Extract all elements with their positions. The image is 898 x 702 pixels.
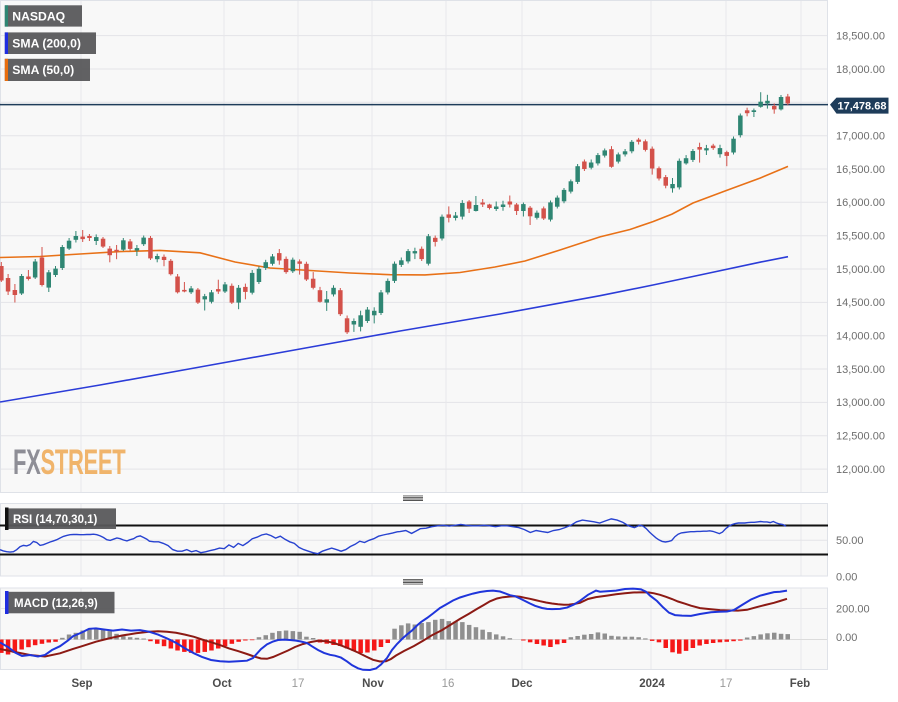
svg-text:2024: 2024	[639, 678, 665, 690]
svg-text:17: 17	[292, 678, 305, 690]
svg-text:0.00: 0.00	[836, 632, 857, 644]
svg-text:15,500.00: 15,500.00	[836, 231, 885, 243]
svg-text:13,500.00: 13,500.00	[836, 364, 885, 376]
svg-text:16: 16	[442, 678, 455, 690]
svg-text:MACD (12,26,9): MACD (12,26,9)	[14, 598, 98, 610]
svg-text:Feb: Feb	[790, 678, 810, 690]
svg-text:Sep: Sep	[71, 678, 92, 690]
svg-text:SMA (50,0): SMA (50,0)	[12, 63, 74, 77]
svg-text:Oct: Oct	[212, 678, 231, 690]
svg-text:14,500.00: 14,500.00	[836, 297, 885, 309]
svg-text:17,478.68: 17,478.68	[838, 100, 887, 112]
svg-text:16,500.00: 16,500.00	[836, 164, 885, 176]
svg-text:50.00: 50.00	[836, 535, 864, 547]
svg-text:17: 17	[720, 678, 733, 690]
svg-text:Dec: Dec	[511, 678, 533, 690]
svg-text:0.00: 0.00	[836, 571, 857, 583]
svg-text:17,000.00: 17,000.00	[836, 131, 885, 143]
svg-text:14,000.00: 14,000.00	[836, 331, 885, 343]
svg-text:12,500.00: 12,500.00	[836, 431, 885, 443]
svg-text:Nov: Nov	[362, 678, 384, 690]
svg-text:15,000.00: 15,000.00	[836, 264, 885, 276]
svg-text:18,000.00: 18,000.00	[836, 64, 885, 76]
svg-text:16,000.00: 16,000.00	[836, 197, 885, 209]
svg-text:12,000.00: 12,000.00	[836, 464, 885, 476]
svg-text:SMA (200,0): SMA (200,0)	[12, 37, 81, 51]
svg-text:RSI (14,70,30,1): RSI (14,70,30,1)	[13, 514, 98, 526]
svg-text:13,000.00: 13,000.00	[836, 397, 885, 409]
svg-text:18,500.00: 18,500.00	[836, 30, 885, 42]
svg-text:200.00: 200.00	[836, 604, 870, 616]
svg-text:FXSTREET: FXSTREET	[13, 443, 126, 483]
svg-text:NASDAQ: NASDAQ	[12, 9, 65, 23]
